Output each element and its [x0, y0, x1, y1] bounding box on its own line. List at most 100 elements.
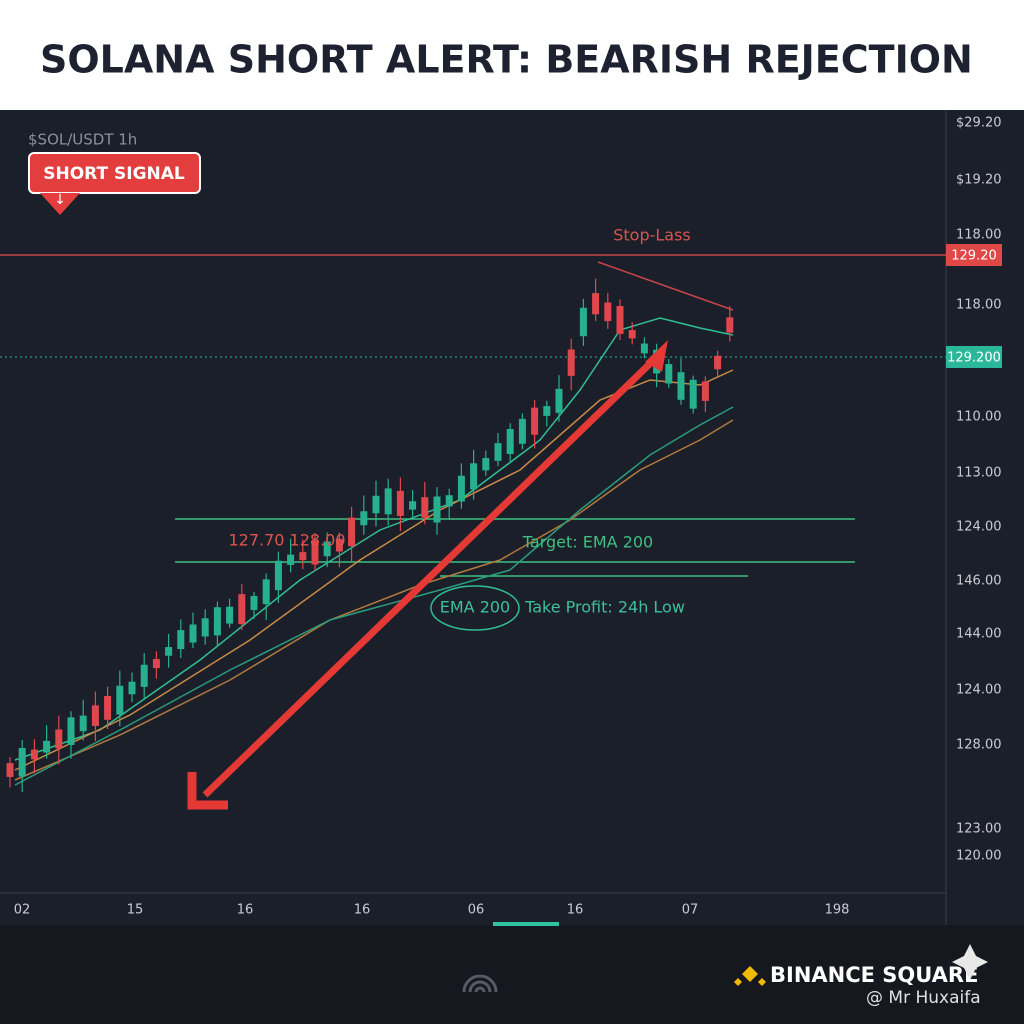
badge-tail [40, 193, 80, 215]
badge: SHORT SIGNAL ↓ [28, 152, 201, 215]
candle-body [250, 596, 258, 610]
price-label: 124.00 [956, 520, 1002, 535]
candle-body [238, 594, 246, 625]
time-label: 16 [237, 903, 254, 918]
badge-arrow: ↓ [54, 192, 66, 208]
candle-body [409, 501, 417, 510]
title: SOLANA SHORT ALERT: BEARISH REJECTION [40, 38, 973, 82]
candle-body [396, 490, 404, 516]
candle-body [433, 496, 441, 523]
sparkle [952, 944, 988, 980]
candle-body [91, 705, 99, 726]
time-label: 02 [14, 903, 31, 918]
price-label: $29.20 [956, 116, 1002, 131]
candle-body [6, 763, 14, 777]
price-label: 118.00 [956, 228, 1002, 243]
candle-body [726, 317, 734, 333]
price-label: 144.00 [956, 627, 1002, 642]
footer-bg [0, 925, 1024, 1024]
candle-body [543, 406, 551, 416]
candle-body [616, 306, 624, 334]
binance-logo [734, 966, 766, 986]
candle-body [384, 488, 392, 515]
ema-mid [14, 406, 734, 786]
candle-body [494, 443, 502, 461]
header [0, 0, 1024, 110]
candle-body [348, 517, 356, 547]
candle-body [665, 364, 673, 384]
candle-body [30, 749, 38, 760]
time-label: 06 [468, 903, 485, 918]
price-axis: $29.20 $19.20 118.00 118.00 110.00 113.00 124.… [956, 116, 1002, 864]
price-label: 120.00 [956, 849, 1002, 864]
candle-body [457, 475, 465, 502]
time-label: 16 [354, 903, 371, 918]
badge-box [28, 152, 201, 194]
price-label: $19.20 [956, 173, 1002, 188]
price-label: 128.00 [956, 738, 1002, 753]
candle-body [579, 307, 587, 337]
chart-bg [0, 110, 1024, 925]
price-label: 124.00 [956, 683, 1002, 698]
candle-body [701, 381, 709, 401]
candle-body [531, 407, 539, 435]
candle-body [128, 681, 136, 695]
price-label: 110.00 [956, 410, 1002, 425]
time-label: 198 [825, 903, 850, 918]
candle-body [116, 685, 124, 715]
candle-body [506, 428, 514, 455]
candle-body [226, 606, 234, 624]
candle-body [372, 495, 380, 514]
scroll-bar [493, 922, 559, 926]
price-label: 118.00 [956, 298, 1002, 313]
ema-label: EMA 200 [440, 598, 510, 617]
candle-body [18, 747, 26, 777]
badge-text: SHORT SIGNAL [43, 164, 185, 184]
candle-body [470, 463, 478, 490]
candle-body [311, 540, 319, 565]
candle-body [592, 293, 600, 315]
candles [6, 278, 734, 793]
price-label: 146.00 [956, 574, 1002, 589]
stop-loss-tag [946, 244, 1002, 266]
time-axis: 02 15 16 16 06 16 07 198 [14, 903, 850, 918]
time-label: 15 [127, 903, 144, 918]
price-tag [946, 346, 1002, 368]
candle-body [67, 717, 75, 746]
trend-line [597, 261, 734, 311]
ema-short [14, 369, 734, 771]
candle-body [421, 497, 429, 518]
candle-body [287, 554, 295, 565]
candle-body [677, 372, 685, 400]
author: @ Mr Huxaifa [866, 988, 981, 1008]
candle-body [189, 624, 197, 643]
candle-body [360, 511, 368, 526]
range-label: 127.70 128.00 [228, 531, 345, 550]
candle-body [445, 495, 453, 507]
candle-body [640, 343, 648, 354]
candle-body [323, 541, 331, 557]
candle-body [555, 388, 563, 413]
candle-body [689, 379, 697, 409]
candle-body [299, 552, 307, 561]
arrow-head [187, 772, 228, 810]
candle-body [274, 560, 282, 591]
candle-body [714, 355, 722, 370]
candle-body [140, 664, 148, 687]
candle-body [177, 630, 185, 650]
logo-icon [462, 974, 498, 993]
ema-slow [14, 419, 734, 781]
candle-body [165, 647, 173, 656]
target-label: Target: EMA 200 [522, 533, 653, 552]
candle-body [482, 458, 490, 471]
candle-body [213, 607, 221, 636]
stop-loss-price: 129.20 [951, 249, 997, 264]
candle-body [335, 538, 343, 552]
candle-body [152, 659, 160, 669]
candle-body [104, 696, 112, 720]
candle-body [604, 302, 612, 322]
take-profit-label: Take Profit: 24h Low [524, 598, 685, 617]
ema-fast [14, 317, 734, 761]
candle-body [201, 618, 209, 637]
